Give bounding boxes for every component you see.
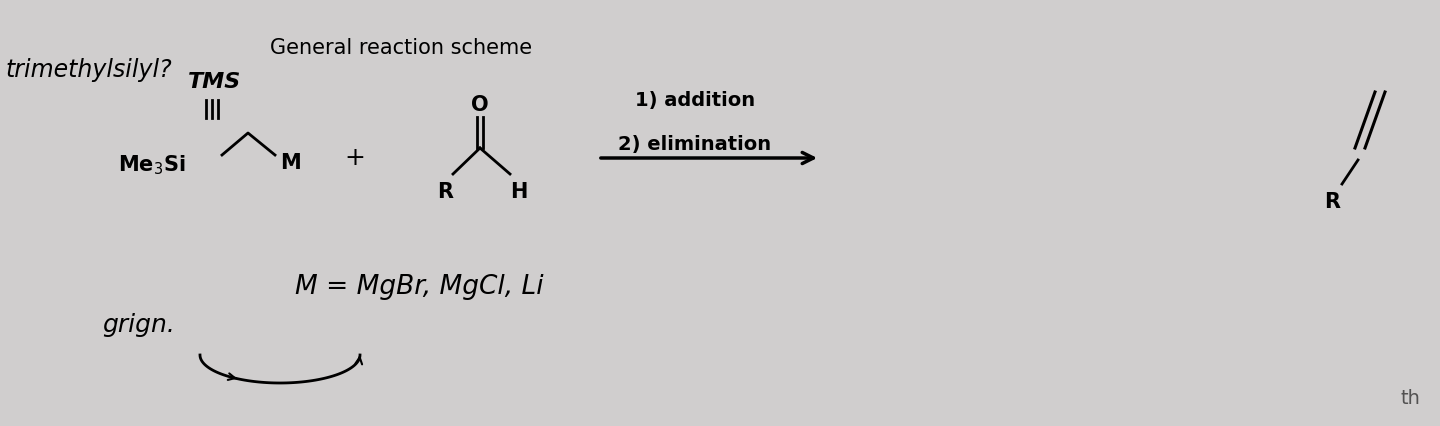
Text: trimethylsilyl?: trimethylsilyl? xyxy=(4,58,171,82)
Text: Me$_3$Si: Me$_3$Si xyxy=(118,153,184,177)
Text: R: R xyxy=(1323,192,1341,212)
Text: 2) elimination: 2) elimination xyxy=(618,135,772,154)
Text: R: R xyxy=(436,182,454,202)
Text: TMS: TMS xyxy=(189,72,242,92)
Text: H: H xyxy=(510,182,527,202)
Text: M: M xyxy=(279,153,301,173)
Text: O: O xyxy=(471,95,488,115)
Text: grign.: grign. xyxy=(102,313,176,337)
Text: General reaction scheme: General reaction scheme xyxy=(271,38,533,58)
Text: +: + xyxy=(344,146,366,170)
Text: M = MgBr, MgCl, Li: M = MgBr, MgCl, Li xyxy=(295,274,544,300)
Text: th: th xyxy=(1400,389,1420,408)
Text: 1) addition: 1) addition xyxy=(635,91,755,110)
